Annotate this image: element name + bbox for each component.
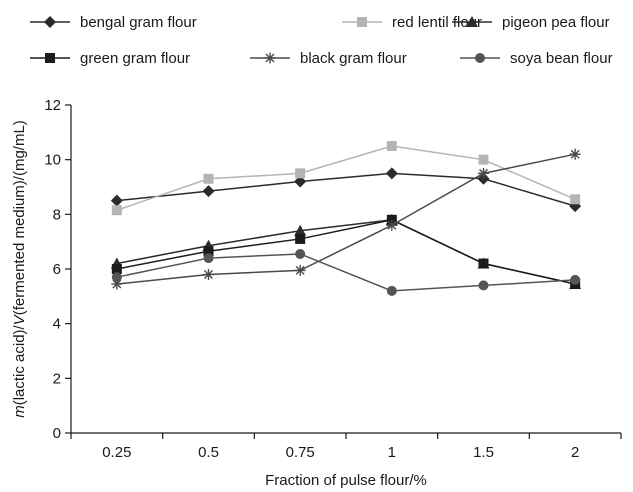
data-point-red-lentil-flour [111,205,122,216]
legend-label: soya bean flour [510,50,613,67]
data-point-pigeon-pea-flour [294,224,307,236]
data-point-red-lentil-flour [570,194,581,205]
data-point-red-lentil-flour [386,141,397,151]
legend-item-bengal-gram-flour: bengal gram flour [30,14,197,31]
y-tick-label: 0 [53,425,61,442]
y-tick-label: 4 [53,316,61,333]
data-point-green-gram-flour [203,246,214,257]
data-point-soya-bean-flour [386,285,397,296]
data-point-soya-bean-flour [295,248,306,259]
data-point-green-gram-flour [295,233,306,244]
legend-item-black-gram-flour: black gram flour [250,50,407,67]
x-tick-label: 0.75 [286,444,315,461]
legend-item-pigeon-pea-flour: pigeon pea flour [452,14,610,31]
data-point-bengal-gram-flour [294,175,307,188]
x-axis-title: Fraction of pulse flour/% [265,472,427,489]
data-point-soya-bean-flour [111,272,122,283]
axes: 0 2 4 6 8 10 12 0.25 0.5 0.75 1 1.5 2 [44,97,622,461]
plot-area [110,141,582,296]
y-tick-label: 12 [44,97,61,114]
legend-item-red-lentil-flour: red lentil flour [342,14,482,31]
legend-marker [264,52,276,64]
series-line-red-lentil-flour [116,145,576,211]
data-point-bengal-gram-flour [202,185,215,198]
y-axis-title-part: V [11,313,28,325]
data-point-black-gram-flour [386,219,398,231]
data-point-black-gram-flour [569,148,581,160]
legend-label: red lentil flour [392,14,482,31]
legend-label: bengal gram flour [80,14,197,31]
series-line-soya-bean-flour [116,253,576,292]
data-point-bengal-gram-flour [110,194,123,207]
legend-marker [44,16,56,28]
legend-item-soya-bean-flour: soya bean flour [460,50,613,67]
x-tick-label: 0.5 [198,444,219,461]
y-axis-title-part: (fermented medium)/(mg/mL) [11,120,28,315]
data-point-black-gram-flour [478,167,489,179]
legend-marker [357,17,367,27]
legend-marker [45,53,55,63]
data-point-red-lentil-flour [295,168,306,179]
legend-marker [466,16,478,27]
data-point-soya-bean-flour [570,274,581,285]
x-tick-label: 1 [388,444,396,461]
data-point-green-gram-flour [111,264,122,274]
legend-label: black gram flour [300,50,407,67]
data-point-red-lentil-flour [203,173,214,184]
data-point-soya-bean-flour [203,253,214,264]
x-tick-label: 0.25 [102,444,131,461]
series-line-green-gram-flour [116,219,576,285]
data-point-black-gram-flour [294,264,306,276]
y-axis-title-part: (lactic acid)/ [11,324,28,405]
x-tick-label: 2 [571,444,579,461]
legend-marker [475,53,485,63]
legend: bengal gram flour red lentil flour pigeon … [30,14,613,67]
legend-label: green gram flour [80,50,190,67]
y-tick-label: 10 [44,152,61,169]
data-point-green-gram-flour [478,258,489,269]
data-point-bengal-gram-flour [385,167,398,180]
y-tick-label: 2 [53,370,61,387]
series-line-black-gram-flour [116,153,576,285]
legend-label: pigeon pea flour [502,14,610,31]
y-axis-title: m(lactic acid)/V(fermented medium)/(mg/m… [11,120,28,418]
series-line-bengal-gram-flour [116,172,576,207]
data-point-red-lentil-flour [478,154,489,165]
x-tick-label: 1.5 [473,444,494,461]
data-point-soya-bean-flour [478,280,489,291]
y-axis-title-part: m [11,405,28,418]
legend-item-green-gram-flour: green gram flour [30,50,190,67]
y-tick-label: 6 [53,261,61,278]
data-point-black-gram-flour [203,268,214,280]
y-tick-label: 8 [53,206,61,223]
